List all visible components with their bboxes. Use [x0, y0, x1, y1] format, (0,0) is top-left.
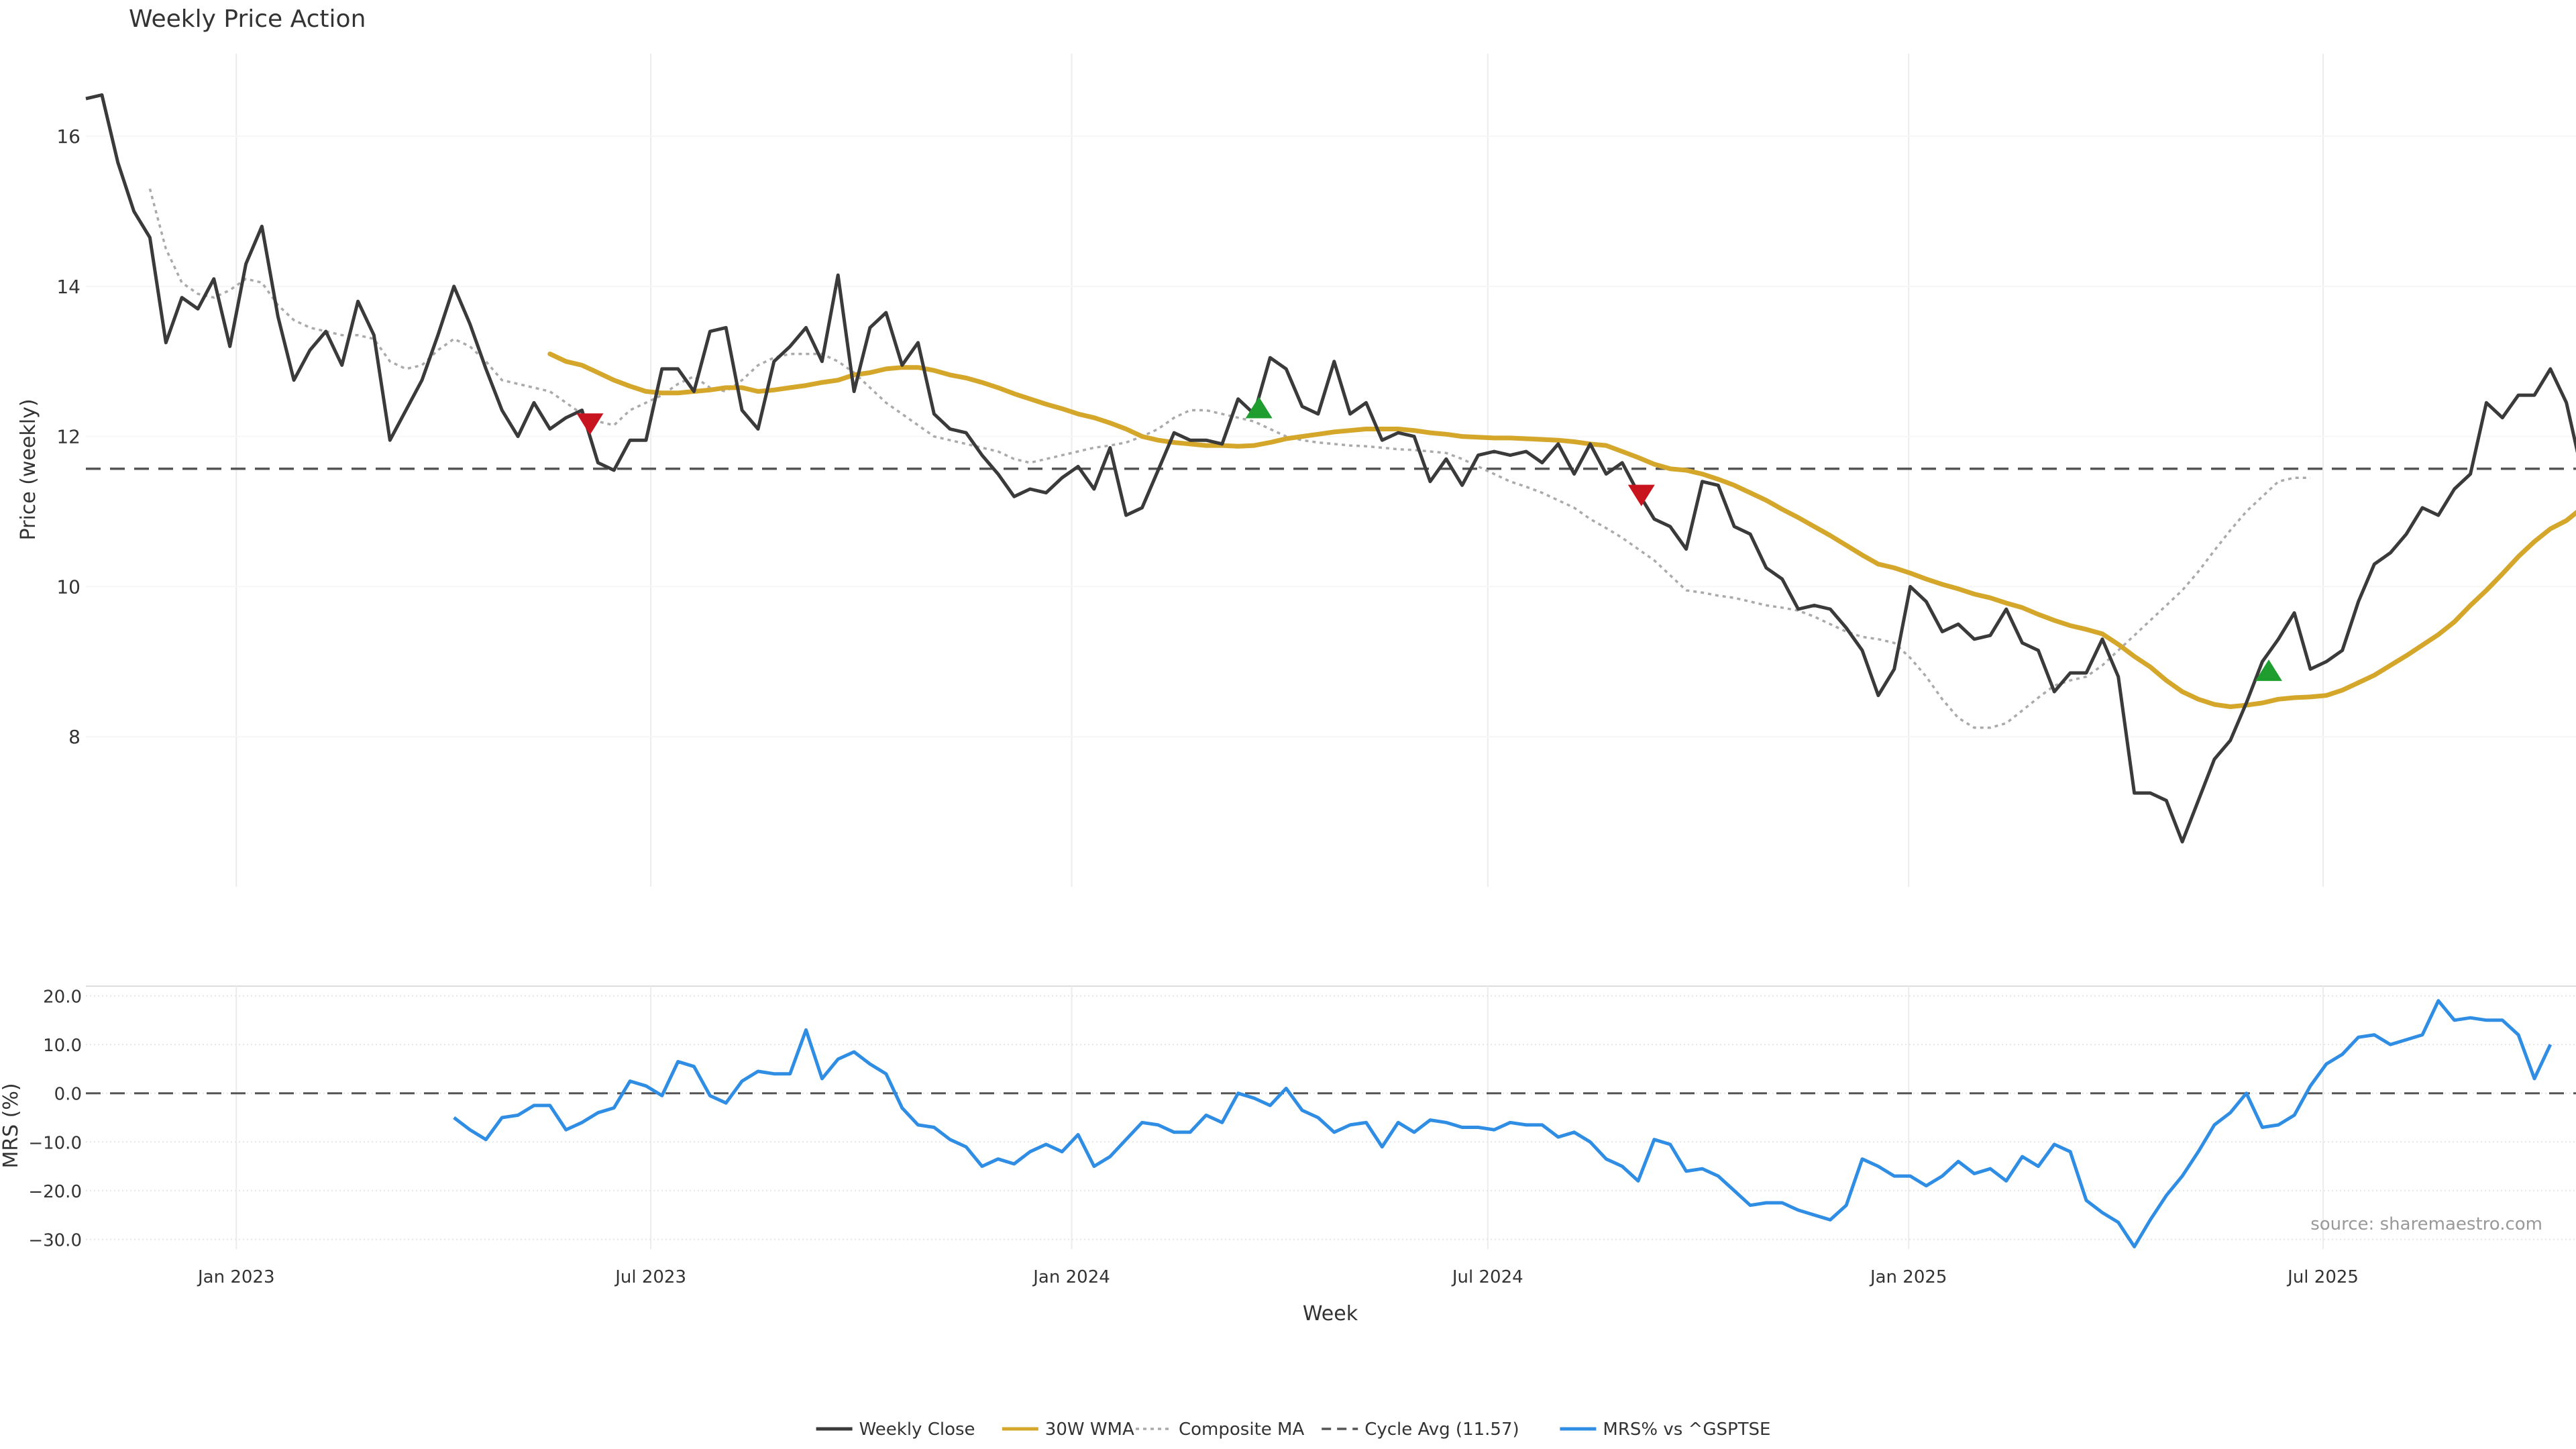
mrs-line — [453, 999, 2553, 1248]
mrs-ylabel: MRS (%) — [0, 1083, 23, 1168]
mrs-y-tick-label: 10.0 — [43, 1036, 82, 1056]
price-panel: 8 10 12 14 16 Price (weekly) — [17, 54, 2576, 887]
chart-title: Weekly Price Action — [129, 5, 366, 33]
x-tick-label: Jul 2023 — [614, 1267, 686, 1287]
mrs-y-tick-label: −30.0 — [28, 1230, 82, 1250]
mrs-panel: 20.0 10.0 0.0 −10.0 −20.0 −30.0 MRS (%) sourc… — [0, 985, 2576, 1251]
x-tick-label: Jul 2024 — [1451, 1267, 1523, 1287]
mrs-y-tick-label: −20.0 — [28, 1182, 82, 1202]
mrs-y-tick-label: 0.0 — [54, 1085, 82, 1105]
price-ylabel: Price (weekly) — [17, 398, 40, 540]
composite-ma-line — [148, 188, 2310, 729]
mrs-y-tick-label: −10.0 — [28, 1133, 82, 1153]
weekly-close-line — [85, 93, 2576, 844]
x-tick-label: Jan 2023 — [197, 1267, 275, 1287]
x-axis-label: Week — [1303, 1302, 1358, 1326]
x-tick-label: Jan 2024 — [1032, 1267, 1110, 1287]
legend-label: MRS% vs ^GSPTSE — [1603, 1419, 1770, 1440]
mrs-y-tick-label: 20.0 — [43, 987, 82, 1008]
price-y-tick-label: 10 — [56, 576, 80, 598]
price-y-tick-label: 14 — [56, 276, 80, 298]
mrs-grid — [86, 986, 2576, 1249]
source-note: source: sharemaestro.com — [2310, 1214, 2542, 1234]
legend: Weekly Close 30W WMA Composite MA Cycle Avg… — [816, 1419, 1771, 1440]
price-lines — [85, 93, 2576, 844]
mrs-lines — [86, 999, 2576, 1248]
sell-signal-marker — [1627, 484, 1655, 506]
signal-markers — [576, 396, 2282, 682]
legend-label: 30W WMA — [1045, 1419, 1134, 1440]
price-y-tick-label: 12 — [56, 426, 80, 448]
price-yticks: 8 10 12 14 16 — [56, 125, 80, 748]
buy-signal-marker — [1245, 396, 1273, 419]
price-grid — [86, 54, 2576, 887]
wma-30w-line — [547, 352, 2576, 709]
price-y-tick-label: 8 — [68, 726, 80, 748]
x-tick-label: Jul 2025 — [2286, 1267, 2359, 1287]
x-axis: Jan 2023 Jul 2023 Jan 2024 Jul 2024 Jan 2025… — [197, 1267, 2359, 1287]
x-tick-label: Jan 2025 — [1869, 1267, 1947, 1287]
price-y-tick-label: 16 — [56, 125, 80, 148]
legend-label: Weekly Close — [859, 1419, 975, 1440]
sell-signal-marker — [576, 413, 604, 435]
legend-label: Cycle Avg (11.57) — [1364, 1419, 1519, 1440]
mrs-yticks: 20.0 10.0 0.0 −10.0 −20.0 −30.0 — [28, 987, 82, 1251]
legend-label: Composite MA — [1179, 1419, 1304, 1440]
buy-signal-marker — [2255, 659, 2282, 682]
